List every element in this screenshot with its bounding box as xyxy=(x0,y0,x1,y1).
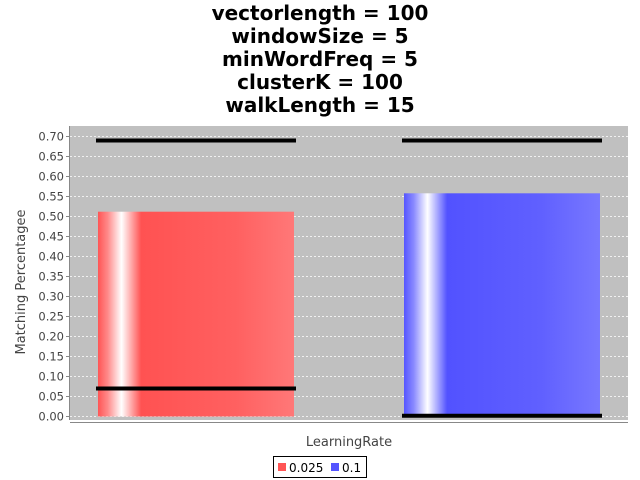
y-tick-label: 0.50 xyxy=(38,210,64,224)
y-tick-label: 0.10 xyxy=(38,370,64,384)
y-tick-label: 0.15 xyxy=(38,350,64,364)
y-tick-label: 0.25 xyxy=(38,310,64,324)
y-tick-label: 0.40 xyxy=(38,250,64,264)
y-tick-label: 0.35 xyxy=(38,270,64,284)
y-tick-label: 0.60 xyxy=(38,170,64,184)
y-tick-label: 0.00 xyxy=(38,410,64,424)
bar-0.025 xyxy=(98,211,294,417)
title-line: vectorlength = 100 xyxy=(211,1,429,25)
legend-swatch xyxy=(331,463,339,471)
title-line: windowSize = 5 xyxy=(231,24,409,48)
legend-label: 0.025 xyxy=(289,461,323,475)
title-line: walkLength = 15 xyxy=(225,93,415,117)
y-tick-label: 0.55 xyxy=(38,190,64,204)
bars xyxy=(98,193,600,417)
error-bars xyxy=(96,138,602,418)
title-line: clusterK = 100 xyxy=(237,70,403,94)
title-line: minWordFreq = 5 xyxy=(222,47,418,71)
legend-box xyxy=(273,456,367,478)
y-tick-label: 0.30 xyxy=(38,290,64,304)
y-tick-label: 0.05 xyxy=(38,390,64,404)
y-tick-label: 0.70 xyxy=(38,130,64,144)
y-axis-label: Matching Percentagee xyxy=(14,209,29,354)
chart-title: vectorlength = 100 windowSize = 5 minWor… xyxy=(0,2,640,117)
y-tick-label: 0.20 xyxy=(38,330,64,344)
legend-label: 0.1 xyxy=(342,461,361,475)
bar-0.1 xyxy=(404,193,600,417)
legend-swatch xyxy=(278,463,286,471)
y-axis: 0.00 0.05 0.10 0.15 0.20 0.25 0.30 0.35 0.40 0.45… xyxy=(38,126,70,424)
y-tick-label: 0.45 xyxy=(38,230,64,244)
y-tick-label: 0.65 xyxy=(38,150,64,164)
legend: 0.025 0.1 xyxy=(273,456,367,478)
x-axis-label: LearningRate xyxy=(306,435,392,450)
